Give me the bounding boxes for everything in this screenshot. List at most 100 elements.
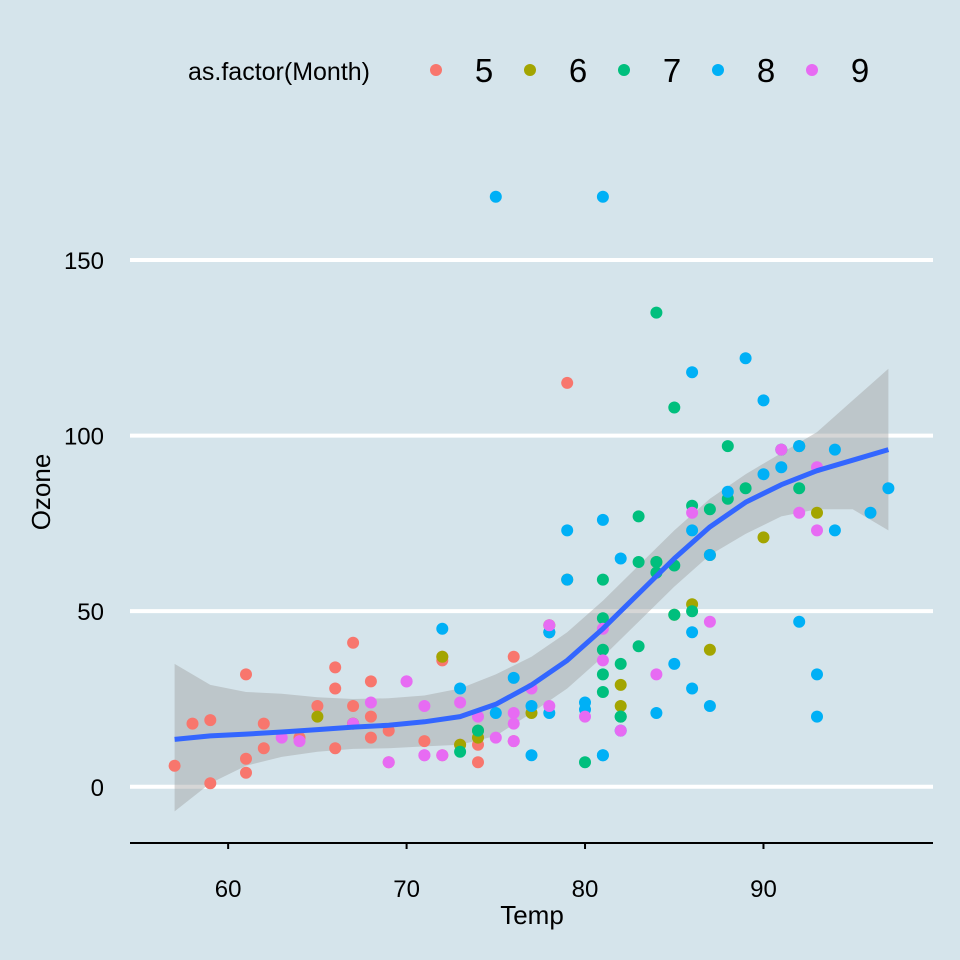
x-tick-label-70: 70 <box>393 876 420 903</box>
smooth-line <box>174 447 890 742</box>
point-month-9-3 <box>400 675 413 688</box>
y-axis-title: Ozone <box>26 454 56 531</box>
point-month-7-11 <box>454 745 467 758</box>
point-month-5-14 <box>204 777 217 790</box>
point-month-8-16 <box>507 671 520 684</box>
point-month-5-27 <box>240 668 252 681</box>
point-month-8-28 <box>864 506 877 519</box>
point-month-5-20 <box>364 731 377 744</box>
point-month-8-11 <box>686 682 699 695</box>
point-month-7-1 <box>668 608 681 621</box>
x-axis-title: Temp <box>500 900 564 930</box>
point-month-8-14 <box>561 573 574 586</box>
legend-key-5 <box>430 64 442 76</box>
point-month-9-14 <box>507 717 520 730</box>
point-month-7-5 <box>632 510 645 523</box>
point-month-5-21 <box>561 376 574 389</box>
point-month-9-28 <box>418 749 431 762</box>
x-tick-label-60: 60 <box>215 876 242 903</box>
point-month-9-22 <box>775 443 788 456</box>
point-month-6-11 <box>614 700 627 712</box>
point-month-9-11 <box>454 696 467 709</box>
x-tick-label-90: 90 <box>750 876 777 903</box>
point-month-7-2 <box>596 668 609 681</box>
point-month-7-21 <box>596 573 609 586</box>
y-axis-ticks: 0 50 100 150 <box>64 248 104 802</box>
point-month-9-26 <box>579 710 591 723</box>
point-month-5-3 <box>257 717 270 730</box>
point-month-9-13 <box>293 735 306 748</box>
point-month-5-11 <box>329 661 342 674</box>
point-month-5-13 <box>257 742 270 755</box>
point-month-7-6 <box>721 440 734 453</box>
point-month-7-12 <box>596 686 609 698</box>
point-month-8-20 <box>436 622 449 635</box>
point-month-8-6 <box>739 352 752 365</box>
point-month-5-0 <box>347 636 360 649</box>
point-month-8-15 <box>525 700 538 712</box>
point-month-5-16 <box>329 742 342 755</box>
point-month-8-31 <box>793 615 806 628</box>
legend-key-8 <box>712 64 724 76</box>
legend-label-8: 8 <box>757 52 775 89</box>
point-month-7-0 <box>650 306 663 319</box>
legend-key-6 <box>524 64 536 76</box>
legend-key-7 <box>618 64 630 76</box>
point-month-6-6 <box>614 678 627 691</box>
point-month-9-21 <box>686 506 699 519</box>
point-month-6-10 <box>811 506 823 519</box>
point-month-7-8 <box>793 482 806 495</box>
point-month-5-6 <box>204 714 217 727</box>
point-month-5-7 <box>240 752 252 765</box>
point-month-6-13 <box>436 650 449 663</box>
legend-label-5: 5 <box>475 52 493 89</box>
point-month-9-12 <box>382 756 395 769</box>
point-month-7-26 <box>686 605 699 618</box>
series-9 <box>275 443 823 769</box>
grid-lines <box>130 257 933 789</box>
point-month-7-9 <box>739 482 752 495</box>
smooth-trend-line <box>174 447 890 742</box>
point-month-7-4 <box>632 640 645 653</box>
point-month-5-8 <box>168 759 181 772</box>
point-month-6-8 <box>757 531 770 544</box>
legend-label-7: 7 <box>663 52 681 89</box>
point-month-5-15 <box>240 766 252 779</box>
point-month-8-27 <box>828 443 841 456</box>
y-tick-label-100: 100 <box>64 424 104 451</box>
point-month-8-23 <box>596 513 609 526</box>
point-month-7-24 <box>668 401 681 414</box>
point-month-8-22 <box>561 524 574 537</box>
point-month-9-23 <box>811 524 823 537</box>
point-month-5-4 <box>329 682 342 695</box>
point-month-8-25 <box>721 485 734 498</box>
point-month-7-18 <box>703 503 716 516</box>
point-month-8-33 <box>811 710 823 723</box>
point-month-9-20 <box>703 615 716 628</box>
point-month-5-17 <box>347 700 360 712</box>
point-month-5-9 <box>186 717 199 730</box>
point-month-9-30 <box>436 749 449 762</box>
point-month-8-36 <box>579 696 591 709</box>
point-month-9-18 <box>614 724 627 737</box>
y-tick-label-150: 150 <box>64 248 104 275</box>
point-month-8-7 <box>757 468 770 481</box>
point-month-8-1 <box>596 190 609 203</box>
point-month-8-34 <box>703 700 716 712</box>
x-axis-ticks: 60 70 80 90 <box>215 843 777 903</box>
point-month-8-9 <box>793 440 806 453</box>
point-month-5-19 <box>507 650 520 663</box>
point-month-5-12 <box>364 675 377 688</box>
point-month-8-30 <box>775 461 788 474</box>
point-month-7-14 <box>579 756 591 769</box>
point-month-8-24 <box>686 366 699 379</box>
point-month-5-24 <box>472 756 484 769</box>
point-month-8-40 <box>596 749 609 762</box>
point-month-8-4 <box>668 657 681 670</box>
point-month-7-20 <box>472 724 484 737</box>
point-month-9-6 <box>507 707 520 719</box>
legend-label-9: 9 <box>851 52 869 89</box>
point-month-5-5 <box>311 700 324 712</box>
point-month-8-5 <box>703 549 716 561</box>
